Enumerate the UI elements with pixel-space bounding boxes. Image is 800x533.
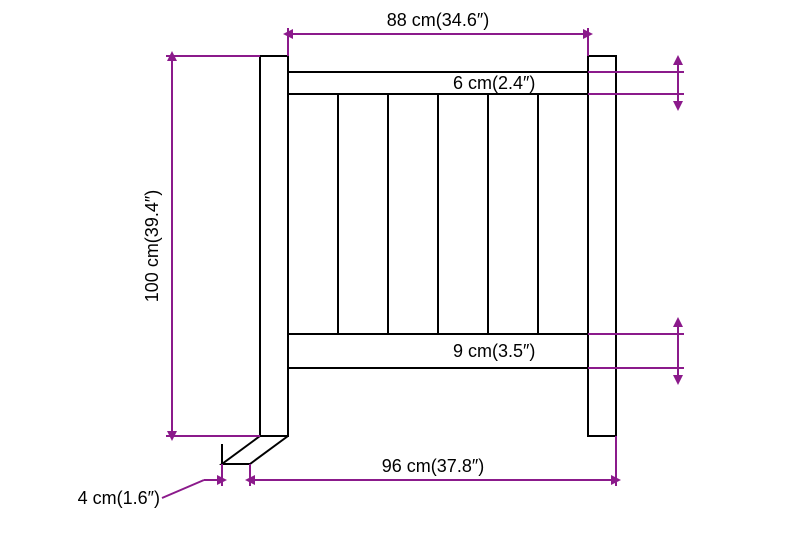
dim-depth: 4 cm(1.6″) <box>78 488 160 508</box>
bottom-rail <box>288 334 588 368</box>
depth-face <box>222 436 288 464</box>
dim-height: 100 cm(39.4″) <box>142 190 162 302</box>
right-post <box>588 56 616 436</box>
leader-line <box>162 480 204 498</box>
headboard-dimension-diagram: 88 cm(34.6″) 100 cm(39.4″) 6 cm(2.4″) 9 cm(… <box>0 0 800 533</box>
left-post <box>260 56 288 436</box>
top-rail <box>288 72 588 94</box>
dim-width-inner: 88 cm(34.6″) <box>387 10 489 30</box>
dim-width-outer: 96 cm(37.8″) <box>382 456 484 476</box>
dim-top-rail: 6 cm(2.4″) <box>453 73 535 93</box>
dim-bottom-rail: 9 cm(3.5″) <box>453 341 535 361</box>
